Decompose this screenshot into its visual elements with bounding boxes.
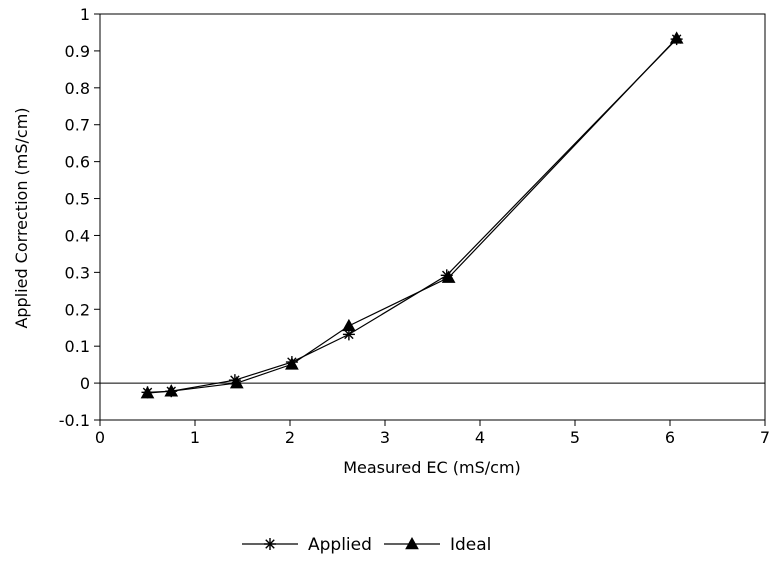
- y-tick-label: 0.4: [65, 226, 90, 245]
- marker-stroke: [265, 539, 275, 549]
- marker-stroke: [344, 329, 354, 340]
- data-point-ideal: [342, 318, 356, 332]
- data-point-ideal: [669, 31, 684, 44]
- series-ideal: [140, 31, 684, 399]
- series-applied: [141, 33, 683, 399]
- series-line-applied: [147, 38, 678, 393]
- y-tick-label: 0.7: [65, 116, 90, 135]
- x-tick-label: 4: [475, 428, 485, 447]
- data-point-applied: [342, 328, 355, 341]
- x-tick-label: 0: [95, 428, 105, 447]
- x-axis-title: Measured EC (mS/cm): [343, 458, 521, 477]
- legend-marker-ideal: [405, 536, 419, 550]
- data-point-ideal: [441, 270, 456, 283]
- legend-label-ideal: Ideal: [450, 535, 491, 555]
- y-tick-label: -0.1: [59, 411, 90, 430]
- legend-marker-applied: [264, 538, 276, 550]
- y-tick-label: 0.2: [65, 300, 90, 319]
- y-tick-label: 0.8: [65, 79, 90, 98]
- axes-layer: 0 1 2 3 4 5 6 7 -0.1 0 0.1 0.2 0.3 0.4 0.5 0.6 0.7 0.8 0.9…: [59, 5, 770, 447]
- legend-label-applied: Applied: [308, 535, 372, 555]
- data-point-ideal: [164, 384, 179, 397]
- y-axis-title: Applied Correction (mS/cm): [12, 107, 31, 328]
- data-point-ideal: [285, 357, 299, 370]
- series-layer: [140, 31, 684, 399]
- y-tick-label: 0.9: [65, 42, 90, 61]
- y-tick-label: 0.1: [65, 337, 90, 356]
- legend-item-ideal: Ideal: [384, 535, 491, 555]
- series-line-ideal: [147, 37, 678, 394]
- y-tick-label: 0.5: [65, 190, 90, 209]
- plot-frame: [99, 13, 766, 421]
- x-tick-label: 1: [190, 428, 200, 447]
- x-tick-label: 2: [285, 428, 295, 447]
- x-tick-label: 7: [760, 428, 770, 447]
- y-tick-label: 0.6: [65, 153, 90, 172]
- x-tick-label: 6: [665, 428, 675, 447]
- x-tick-label: 5: [570, 428, 580, 447]
- data-point-ideal: [140, 386, 155, 399]
- x-tick-label: 3: [380, 428, 390, 447]
- y-tick-label: 1: [80, 5, 90, 24]
- y-tick-label: 0.3: [65, 263, 90, 282]
- legend: Applied Ideal: [242, 535, 491, 555]
- y-tick-label: 0: [80, 374, 90, 393]
- legend-item-applied: Applied: [242, 535, 372, 555]
- data-point-ideal: [229, 376, 244, 389]
